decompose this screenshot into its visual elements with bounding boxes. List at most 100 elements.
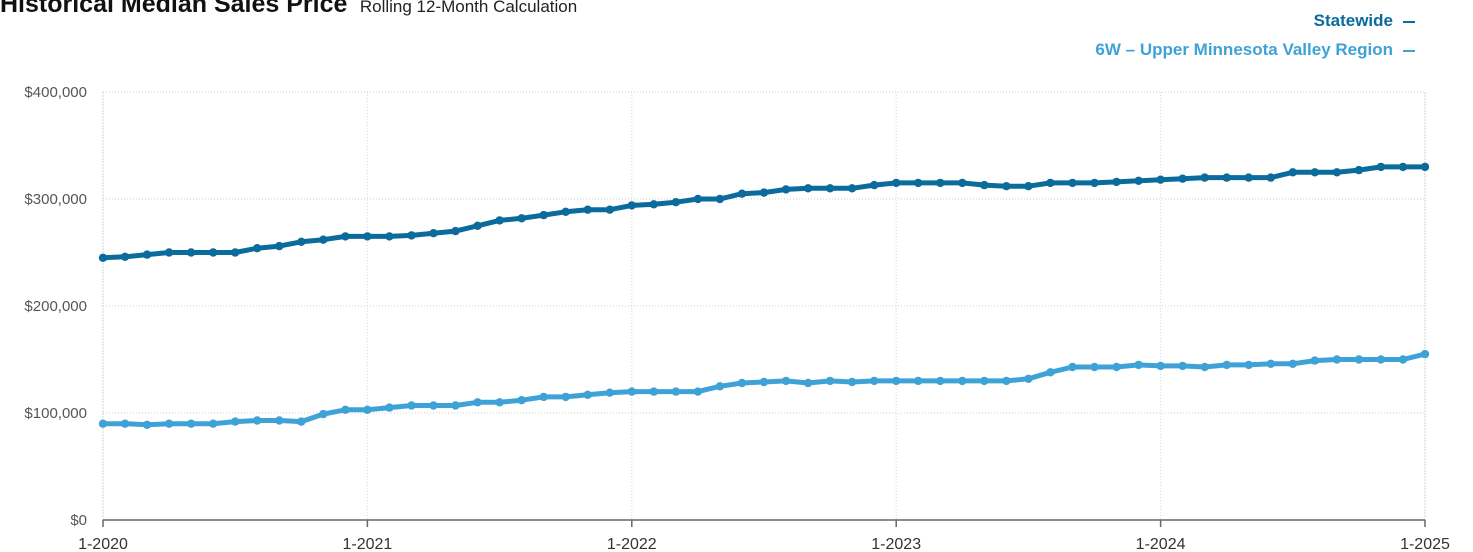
data-point[interactable]: [1046, 178, 1055, 188]
data-point[interactable]: [142, 250, 152, 259]
data-point[interactable]: [186, 419, 196, 428]
data-point[interactable]: [1200, 173, 1209, 182]
data-point[interactable]: [892, 178, 901, 188]
data-point[interactable]: [671, 198, 681, 207]
data-point[interactable]: [1156, 175, 1165, 184]
data-point[interactable]: [407, 231, 416, 240]
data-point[interactable]: [209, 419, 218, 428]
data-point[interactable]: [980, 376, 989, 386]
data-point[interactable]: [1288, 168, 1298, 177]
data-point[interactable]: [1222, 360, 1231, 370]
data-point[interactable]: [693, 387, 703, 396]
data-point[interactable]: [715, 194, 725, 204]
data-point[interactable]: [120, 419, 130, 428]
data-point[interactable]: [341, 405, 350, 414]
data-point[interactable]: [253, 244, 262, 253]
data-point[interactable]: [1068, 178, 1077, 188]
data-point[interactable]: [1288, 359, 1298, 368]
data-point[interactable]: [98, 419, 108, 428]
data-point[interactable]: [870, 180, 879, 190]
data-point[interactable]: [186, 248, 196, 257]
data-point[interactable]: [297, 417, 306, 426]
data-point[interactable]: [495, 216, 504, 225]
data-point[interactable]: [1354, 355, 1364, 364]
data-point[interactable]: [319, 235, 328, 244]
data-point[interactable]: [1156, 361, 1165, 371]
data-point[interactable]: [1112, 362, 1121, 372]
data-point[interactable]: [407, 401, 416, 410]
data-point[interactable]: [517, 214, 526, 223]
data-point[interactable]: [1200, 362, 1209, 372]
data-point[interactable]: [451, 401, 460, 410]
data-point[interactable]: [451, 226, 460, 236]
data-point[interactable]: [495, 398, 504, 407]
data-point[interactable]: [825, 376, 835, 386]
data-point[interactable]: [1398, 162, 1408, 172]
data-point[interactable]: [759, 188, 769, 197]
data-point[interactable]: [1178, 174, 1187, 183]
data-point[interactable]: [825, 184, 835, 193]
data-point[interactable]: [1002, 182, 1011, 191]
legend-item-statewide[interactable]: Statewide: [1095, 6, 1415, 35]
data-point[interactable]: [671, 387, 681, 396]
data-point[interactable]: [914, 178, 923, 188]
data-point[interactable]: [1266, 173, 1276, 182]
data-point[interactable]: [693, 194, 703, 204]
data-point[interactable]: [1090, 178, 1099, 188]
data-point[interactable]: [737, 378, 747, 388]
data-point[interactable]: [429, 401, 438, 410]
data-point[interactable]: [1310, 356, 1320, 365]
data-point[interactable]: [253, 416, 262, 425]
data-point[interactable]: [803, 378, 813, 388]
data-point[interactable]: [539, 392, 548, 402]
data-point[interactable]: [385, 403, 394, 412]
data-point[interactable]: [385, 232, 394, 241]
data-point[interactable]: [120, 252, 130, 261]
data-point[interactable]: [715, 382, 725, 391]
data-point[interactable]: [605, 205, 614, 214]
data-point[interactable]: [649, 387, 658, 396]
data-point[interactable]: [275, 416, 284, 425]
data-point[interactable]: [1046, 368, 1055, 377]
data-point[interactable]: [164, 419, 174, 428]
data-point[interactable]: [1332, 168, 1342, 177]
data-point[interactable]: [1420, 162, 1430, 172]
data-point[interactable]: [936, 376, 945, 386]
data-point[interactable]: [363, 232, 372, 241]
data-point[interactable]: [539, 210, 548, 220]
data-point[interactable]: [1002, 376, 1011, 386]
data-point[interactable]: [1134, 360, 1143, 370]
data-point[interactable]: [1244, 360, 1253, 370]
data-point[interactable]: [936, 178, 945, 188]
data-point[interactable]: [1024, 374, 1033, 383]
data-point[interactable]: [870, 376, 879, 386]
data-point[interactable]: [627, 201, 636, 210]
data-point[interactable]: [275, 241, 284, 251]
data-point[interactable]: [649, 200, 658, 209]
data-point[interactable]: [847, 377, 857, 387]
data-point[interactable]: [517, 396, 526, 405]
data-point[interactable]: [1222, 173, 1231, 182]
data-point[interactable]: [1376, 355, 1386, 364]
data-point[interactable]: [561, 392, 570, 402]
data-point[interactable]: [847, 184, 857, 193]
data-point[interactable]: [737, 189, 747, 198]
data-point[interactable]: [1354, 165, 1364, 175]
data-point[interactable]: [781, 376, 791, 386]
data-point[interactable]: [231, 417, 240, 426]
data-point[interactable]: [1420, 349, 1430, 359]
data-point[interactable]: [1024, 182, 1033, 191]
data-point[interactable]: [980, 180, 989, 190]
legend-item-region[interactable]: 6W – Upper Minnesota Valley Region: [1095, 35, 1415, 64]
data-point[interactable]: [1178, 361, 1187, 371]
data-point[interactable]: [1398, 355, 1408, 364]
data-point[interactable]: [98, 253, 108, 262]
data-point[interactable]: [429, 229, 438, 238]
data-point[interactable]: [1134, 176, 1143, 185]
data-point[interactable]: [1266, 359, 1276, 368]
data-point[interactable]: [958, 178, 967, 188]
data-point[interactable]: [759, 377, 769, 387]
data-point[interactable]: [1090, 362, 1099, 372]
data-point[interactable]: [1112, 177, 1121, 187]
data-point[interactable]: [473, 221, 482, 230]
